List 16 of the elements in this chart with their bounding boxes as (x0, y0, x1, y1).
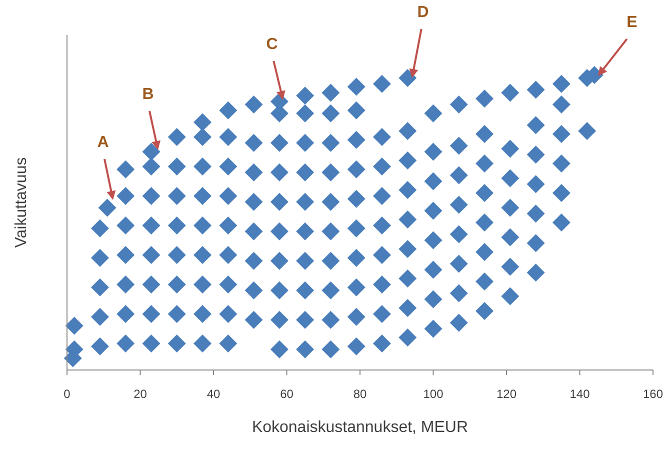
annotation: A (97, 134, 110, 151)
y-axis-title: Vaikuttavuus (13, 157, 30, 248)
x-tick-label: 160 (642, 387, 664, 401)
x-tick-label: 80 (353, 387, 367, 401)
x-tick-label: 120 (496, 387, 517, 401)
x-tick-label: 40 (206, 387, 220, 401)
x-tick-label: 100 (423, 387, 444, 401)
x-tick-label: 0 (64, 387, 71, 401)
x-axis-title: Kokonaiskustannukset, MEUR (252, 419, 468, 436)
annotation: B (142, 86, 154, 103)
text: D (417, 4, 429, 21)
text: C (266, 36, 278, 53)
text: E (626, 14, 638, 31)
x-tick-label: 140 (570, 387, 590, 401)
x-tick-label: 60 (280, 387, 294, 401)
x-tick-label: 20 (134, 387, 148, 401)
